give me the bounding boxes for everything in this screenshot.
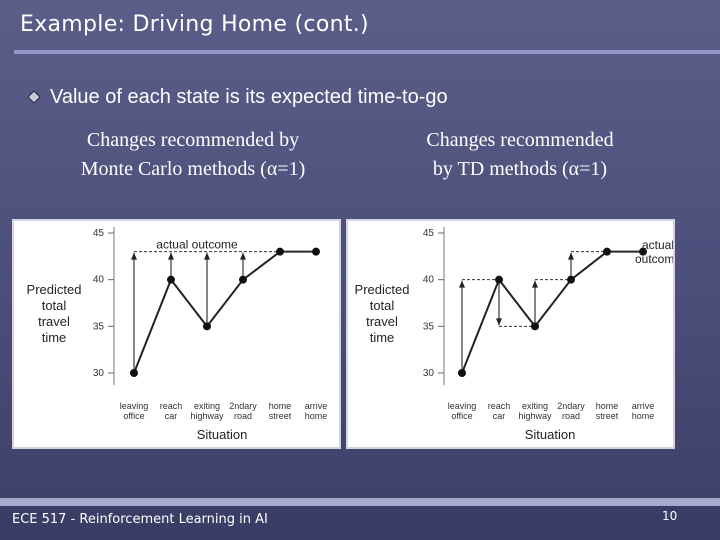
caption-td-line1: Changes recommended: [426, 129, 614, 151]
footer-band: [0, 506, 720, 540]
x-tick-label: street: [596, 411, 619, 421]
bullet-point: Value of each state is its expected time…: [28, 86, 448, 109]
data-point: [130, 369, 138, 377]
x-tick-label: office: [123, 411, 144, 421]
td-update-arrow-head: [459, 280, 465, 288]
caption-td-line2: by TD methods (α=1): [432, 158, 608, 180]
y-axis-label-line: total: [370, 298, 395, 313]
mc-update-arrow-head: [204, 252, 210, 260]
series-line: [461, 250, 643, 374]
x-tick-label: 2ndary: [557, 401, 585, 411]
x-tick-label: home: [596, 401, 619, 411]
td-update-arrow-head: [496, 318, 502, 326]
actual-outcome-annotation: actual outcome: [156, 238, 238, 252]
y-axis-label-line: travel: [38, 314, 70, 329]
y-tick-label: 35: [93, 321, 105, 332]
data-point: [167, 275, 175, 284]
caption-td: Changes recommended by TD methods (α=1): [385, 126, 655, 184]
x-tick-label: leaving: [448, 401, 477, 411]
slide-title: Example: Driving Home (cont.): [20, 12, 369, 37]
td-chart: Predictedtotaltraveltime30354045leavingo…: [355, 227, 673, 442]
data-point: [276, 247, 284, 256]
x-tick-label: road: [234, 411, 252, 421]
x-tick-label: office: [451, 411, 472, 421]
x-tick-label: leaving: [120, 401, 149, 411]
series-line: [133, 250, 316, 374]
caption-monte-carlo: Changes recommended by Monte Carlo metho…: [38, 126, 348, 184]
y-tick-label: 30: [93, 368, 105, 379]
data-point: [203, 322, 211, 331]
bullet-text: Value of each state is its expected time…: [50, 86, 448, 108]
x-tick-label: car: [165, 411, 178, 421]
y-axis-label-line: travel: [366, 314, 398, 329]
caption-monte-carlo-line2: Monte Carlo methods (α=1): [80, 158, 306, 180]
x-tick-label: road: [562, 411, 580, 421]
y-tick-label: 35: [423, 321, 435, 332]
data-point: [531, 322, 539, 331]
footer-course-title: ECE 517 - Reinforcement Learning in AI: [12, 512, 268, 527]
x-tick-label: car: [493, 411, 506, 421]
mc-update-arrow-head: [168, 252, 174, 260]
x-tick-label: exiting: [194, 401, 220, 411]
x-tick-label: 2ndary: [229, 401, 257, 411]
y-axis-label-line: Predicted: [355, 282, 410, 297]
diamond-bullet-icon: [28, 91, 40, 103]
x-tick-label: exiting: [522, 401, 548, 411]
y-axis-label-line: total: [42, 298, 67, 313]
x-tick-label: home: [269, 401, 292, 411]
y-tick-label: 45: [93, 228, 105, 239]
y-tick-label: 40: [93, 275, 105, 286]
x-tick-label: arrive: [305, 401, 328, 411]
data-point: [603, 247, 611, 256]
x-tick-label: highway: [518, 411, 552, 421]
x-axis-label: Situation: [197, 427, 248, 442]
y-tick-label: 45: [423, 228, 435, 239]
data-point: [458, 369, 466, 377]
y-axis-label-line: time: [42, 330, 67, 345]
monte-carlo-chart-panel: Predicted total travel time 30 35 40 45 leaving o…: [12, 219, 341, 449]
y-axis-label-line: time: [370, 330, 395, 345]
td-update-arrow-head: [568, 252, 574, 260]
actual-outcome-annotation-line: outcome: [635, 252, 673, 266]
data-point: [239, 275, 247, 284]
y-tick-label: 40: [423, 275, 435, 286]
x-tick-label: reach: [160, 401, 183, 411]
x-tick-label: arrive: [632, 401, 655, 411]
data-point: [639, 247, 647, 256]
mc-update-arrow-head: [240, 252, 246, 260]
td-chart-panel: Predicted total travel time 30 35 40 45 leaving o…: [346, 219, 675, 449]
x-tick-label: home: [632, 411, 655, 421]
y-tick-label: 30: [423, 368, 435, 379]
x-tick-label: home: [305, 411, 328, 421]
actual-outcome-annotation-line: actual: [642, 238, 673, 252]
data-point: [567, 275, 575, 284]
y-axis-label-line: Predicted: [27, 282, 82, 297]
x-axis-label: Situation: [525, 427, 576, 442]
footer-divider: [0, 498, 720, 506]
data-point: [312, 247, 320, 256]
page-number: 10: [662, 509, 678, 523]
td-update-arrow-head: [532, 280, 538, 288]
mc-update-arrow-head: [131, 252, 137, 260]
data-point: [495, 275, 503, 284]
x-tick-label: street: [269, 411, 292, 421]
caption-monte-carlo-line1: Changes recommended by: [86, 129, 300, 151]
title-divider: [14, 50, 720, 54]
x-tick-label: highway: [190, 411, 224, 421]
x-tick-label: reach: [488, 401, 511, 411]
